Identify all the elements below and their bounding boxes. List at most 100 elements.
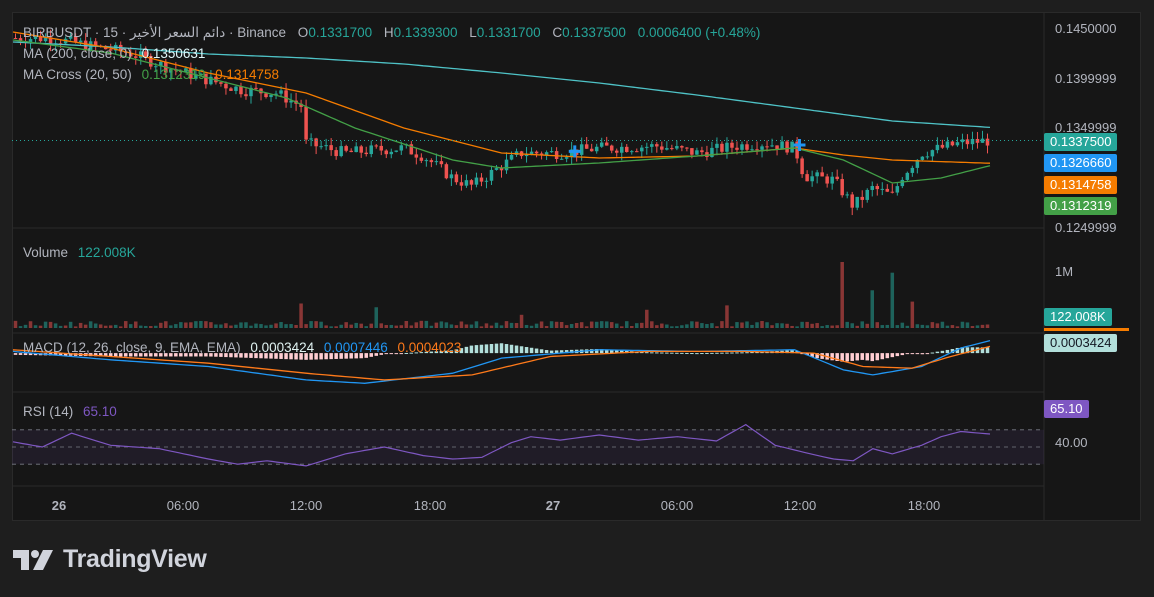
macd-histogram-bar xyxy=(985,347,990,354)
candle-body xyxy=(885,188,890,192)
candle-body xyxy=(284,90,288,103)
price-pane[interactable] xyxy=(12,29,1044,216)
volume-bar xyxy=(730,326,734,328)
candle-body xyxy=(980,138,985,143)
volume-bar xyxy=(910,301,915,328)
macd-histogram-bar xyxy=(855,353,859,361)
macd-legend[interactable]: MACD (12, 26, close, 9, EMA, EMA) 0.0003… xyxy=(23,340,461,355)
time-tick: 12:00 xyxy=(289,498,323,513)
candle-body xyxy=(429,160,434,163)
macd-histogram-bar xyxy=(194,353,198,357)
volume-bar xyxy=(705,324,709,328)
volume-bar xyxy=(279,322,283,328)
candle-body xyxy=(509,154,514,160)
candle-body xyxy=(845,194,849,196)
macd-histogram-bar xyxy=(509,344,514,354)
ohlc-change: 0.0006400 (+0.48%) xyxy=(637,25,761,40)
macd-histogram-bar xyxy=(219,353,223,357)
candle-body xyxy=(424,160,429,162)
time-tick: 12:00 xyxy=(783,498,817,513)
candle-body xyxy=(740,144,744,150)
volume-bar xyxy=(264,325,268,328)
candle-body xyxy=(439,161,444,165)
ma-cross-legend[interactable]: MA Cross (20, 50) 0.1312319 0.1314758 xyxy=(23,67,279,82)
ma200-legend[interactable]: MA (200, close, 0) 0.1350631 xyxy=(23,46,205,61)
macd-histogram-bar xyxy=(875,353,880,361)
volume-bar xyxy=(429,325,434,328)
volume-bar xyxy=(234,324,238,328)
rsi-legend[interactable]: RSI (14) 65.10 xyxy=(23,404,117,419)
volume-bar xyxy=(875,322,880,328)
macd-histogram-bar xyxy=(434,351,439,354)
volume-bar xyxy=(58,325,63,328)
ma-slow-line xyxy=(12,31,991,164)
macd-histogram-bar xyxy=(133,353,138,357)
candle-body xyxy=(139,51,143,58)
volume-legend[interactable]: Volume 122.008K xyxy=(23,245,136,260)
volume-bar xyxy=(840,262,844,328)
volume-bar xyxy=(524,324,529,328)
macd-pane[interactable] xyxy=(12,339,991,384)
macd-histogram-bar xyxy=(13,353,18,355)
volume-bar xyxy=(619,326,624,328)
macd-histogram-bar xyxy=(93,353,98,357)
symbol-legend[interactable]: BIRBUSDT · 15 · دائم السعر الأخير · Bina… xyxy=(23,25,760,41)
crosshair-price-pill: 0.1326660 xyxy=(1044,154,1118,172)
macd-histogram-bar xyxy=(464,346,469,354)
volume-bar xyxy=(329,326,333,328)
candle-body xyxy=(219,82,223,84)
volume-pane[interactable] xyxy=(13,262,990,328)
macd-histogram-bar xyxy=(244,353,248,358)
macd-histogram-bar xyxy=(314,353,318,360)
rsi-pill: 65.10 xyxy=(1044,400,1089,418)
macd-histogram-bar xyxy=(179,353,183,357)
volume-bar xyxy=(945,325,950,328)
candle-body xyxy=(970,138,975,145)
volume-bar xyxy=(159,322,163,328)
volume-bar xyxy=(229,325,233,328)
macd-histogram-bar xyxy=(108,353,113,357)
macd-histogram-bar xyxy=(695,353,699,355)
candle-body xyxy=(965,139,970,145)
volume-bar xyxy=(83,324,88,328)
rsi-pane[interactable] xyxy=(12,423,1044,467)
volume-bar xyxy=(850,323,854,328)
macd-histogram-bar xyxy=(640,351,644,354)
volume-bar xyxy=(920,324,925,328)
volume-bar xyxy=(154,325,158,328)
candle-body xyxy=(234,86,238,91)
volume-bar xyxy=(284,324,288,328)
macd-histogram-bar xyxy=(830,353,834,361)
macd-histogram-bar xyxy=(599,349,604,354)
candle-body xyxy=(364,152,368,155)
volume-bar xyxy=(650,321,654,328)
candle-body xyxy=(675,146,679,149)
volume-bar xyxy=(960,321,965,328)
volume-bar xyxy=(33,325,38,328)
candle-body xyxy=(544,152,549,156)
volume-bar xyxy=(459,321,464,328)
candle-body xyxy=(855,196,859,208)
volume-bar xyxy=(534,323,539,328)
candle-body xyxy=(785,141,789,153)
candle-body xyxy=(775,145,779,150)
macd-histogram-bar xyxy=(594,349,599,354)
cross-marker-icon xyxy=(793,138,806,151)
volume-bar xyxy=(554,321,559,328)
candle-body xyxy=(249,87,253,97)
volume-bar xyxy=(900,322,905,328)
macd-histogram-bar xyxy=(619,350,624,354)
tradingview-logo[interactable]: TradingView xyxy=(13,545,207,574)
volume-bar xyxy=(63,325,68,328)
macd-histogram-bar xyxy=(264,353,268,359)
macd-histogram-bar xyxy=(414,352,419,354)
candle-body xyxy=(384,150,389,155)
macd-histogram-bar xyxy=(103,353,108,357)
candle-body xyxy=(154,66,158,68)
candle-body xyxy=(254,87,258,89)
candle-body xyxy=(334,150,338,157)
candle-body xyxy=(409,144,414,155)
volume-bar xyxy=(489,325,494,328)
volume-bar xyxy=(449,324,454,328)
